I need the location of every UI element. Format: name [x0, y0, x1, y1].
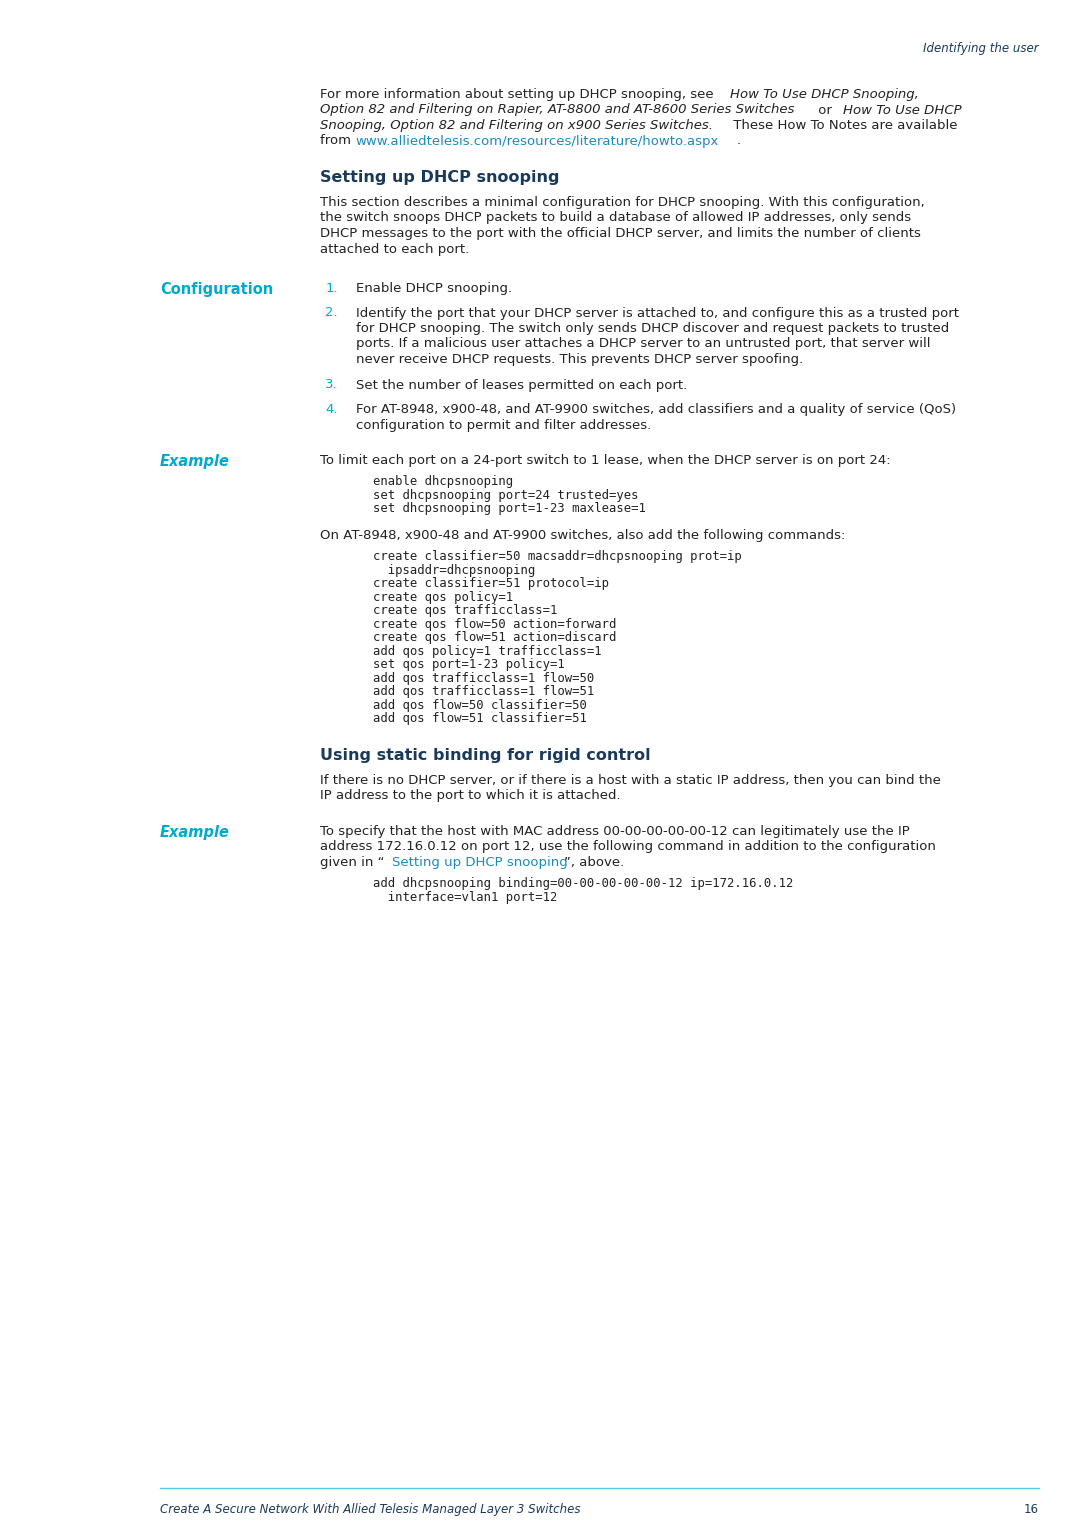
Text: Identify the port that your DHCP server is attached to, and configure this as a : Identify the port that your DHCP server … — [356, 307, 959, 319]
Text: Snooping, Option 82 and Filtering on x900 Series Switches.: Snooping, Option 82 and Filtering on x90… — [320, 119, 713, 131]
Text: add qos policy=1 trafficclass=1: add qos policy=1 trafficclass=1 — [373, 644, 602, 658]
Text: create qos flow=51 action=discard: create qos flow=51 action=discard — [373, 632, 616, 644]
Text: Using static binding for rigid control: Using static binding for rigid control — [320, 748, 650, 764]
Text: ipsaddr=dhcpsnooping: ipsaddr=dhcpsnooping — [373, 563, 535, 577]
Text: ports. If a malicious user attaches a DHCP server to an untrusted port, that ser: ports. If a malicious user attaches a DH… — [356, 337, 931, 351]
Text: set dhcpsnooping port=24 trusted=yes: set dhcpsnooping port=24 trusted=yes — [373, 489, 638, 502]
Text: interface=vlan1 port=12: interface=vlan1 port=12 — [373, 890, 557, 904]
Text: Create A Secure Network With Allied Telesis Managed Layer 3 Switches: Create A Secure Network With Allied Tele… — [160, 1503, 580, 1516]
Text: from: from — [320, 134, 355, 148]
Text: Identifying the user: Identifying the user — [923, 43, 1039, 55]
Text: add dhcpsnooping binding=00-00-00-00-00-12 ip=172.16.0.12: add dhcpsnooping binding=00-00-00-00-00-… — [373, 878, 793, 890]
Text: Setting up DHCP snooping: Setting up DHCP snooping — [320, 169, 559, 185]
Text: set dhcpsnooping port=1-23 maxlease=1: set dhcpsnooping port=1-23 maxlease=1 — [373, 502, 646, 516]
Text: add qos flow=50 classifier=50: add qos flow=50 classifier=50 — [373, 699, 586, 712]
Text: add qos trafficclass=1 flow=50: add qos trafficclass=1 flow=50 — [373, 672, 594, 686]
Text: To limit each port on a 24-port switch to 1 lease, when the DHCP server is on po: To limit each port on a 24-port switch t… — [320, 454, 890, 467]
Text: On AT-8948, x900-48 and AT-9900 switches, also add the following commands:: On AT-8948, x900-48 and AT-9900 switches… — [320, 528, 845, 542]
Text: create qos policy=1: create qos policy=1 — [373, 591, 513, 605]
Text: for DHCP snooping. The switch only sends DHCP discover and request packets to tr: for DHCP snooping. The switch only sends… — [356, 322, 949, 334]
Text: configuration to permit and filter addresses.: configuration to permit and filter addre… — [356, 418, 651, 432]
Text: This section describes a minimal configuration for DHCP snooping. With this conf: This section describes a minimal configu… — [320, 195, 924, 209]
Text: www.alliedtelesis.com/resources/literature/howto.aspx: www.alliedtelesis.com/resources/literatu… — [355, 134, 719, 148]
Text: 4.: 4. — [325, 403, 338, 415]
Text: .: . — [737, 134, 741, 148]
Text: the switch snoops DHCP packets to build a database of allowed IP addresses, only: the switch snoops DHCP packets to build … — [320, 212, 910, 224]
Text: set qos port=1-23 policy=1: set qos port=1-23 policy=1 — [373, 658, 565, 672]
Text: attached to each port.: attached to each port. — [320, 243, 469, 255]
Text: For more information about setting up DHCP snooping, see: For more information about setting up DH… — [320, 89, 717, 101]
Text: If there is no DHCP server, or if there is a host with a static IP address, then: If there is no DHCP server, or if there … — [320, 774, 941, 786]
Text: enable dhcpsnooping: enable dhcpsnooping — [373, 475, 513, 489]
Text: Example: Example — [160, 454, 230, 469]
Text: or: or — [814, 104, 836, 116]
Text: Set the number of leases permitted on each port.: Set the number of leases permitted on ea… — [356, 379, 688, 391]
Text: Setting up DHCP snooping: Setting up DHCP snooping — [392, 857, 567, 869]
Text: create classifier=51 protocol=ip: create classifier=51 protocol=ip — [373, 577, 609, 591]
Text: address 172.16.0.12 on port 12, use the following command in addition to the con: address 172.16.0.12 on port 12, use the … — [320, 840, 935, 854]
Text: How To Use DHCP Snooping,: How To Use DHCP Snooping, — [730, 89, 918, 101]
Text: How To Use DHCP: How To Use DHCP — [842, 104, 961, 116]
Text: 2.: 2. — [325, 307, 338, 319]
Text: Option 82 and Filtering on Rapier, AT-8800 and AT-8600 Series Switches: Option 82 and Filtering on Rapier, AT-88… — [320, 104, 794, 116]
Text: 3.: 3. — [325, 379, 338, 391]
Text: never receive DHCP requests. This prevents DHCP server spoofing.: never receive DHCP requests. This preven… — [356, 353, 804, 366]
Text: Enable DHCP snooping.: Enable DHCP snooping. — [356, 282, 513, 295]
Text: DHCP messages to the port with the official DHCP server, and limits the number o: DHCP messages to the port with the offic… — [320, 228, 920, 240]
Text: Example: Example — [160, 825, 230, 840]
Text: These How To Notes are available: These How To Notes are available — [729, 119, 958, 131]
Text: 1.: 1. — [325, 282, 338, 295]
Text: IP address to the port to which it is attached.: IP address to the port to which it is at… — [320, 789, 620, 803]
Text: Configuration: Configuration — [160, 282, 273, 296]
Text: create classifier=50 macsaddr=dhcpsnooping prot=ip: create classifier=50 macsaddr=dhcpsnoopi… — [373, 551, 741, 563]
Text: 16: 16 — [1024, 1503, 1039, 1516]
Text: ”, above.: ”, above. — [564, 857, 624, 869]
Text: given in “: given in “ — [320, 857, 384, 869]
Text: For AT-8948, x900-48, and AT-9900 switches, add classifiers and a quality of ser: For AT-8948, x900-48, and AT-9900 switch… — [356, 403, 957, 415]
Text: To specify that the host with MAC address 00-00-00-00-00-12 can legitimately use: To specify that the host with MAC addres… — [320, 825, 909, 838]
Text: add qos trafficclass=1 flow=51: add qos trafficclass=1 flow=51 — [373, 686, 594, 698]
Text: add qos flow=51 classifier=51: add qos flow=51 classifier=51 — [373, 713, 586, 725]
Text: create qos flow=50 action=forward: create qos flow=50 action=forward — [373, 618, 616, 631]
Text: create qos trafficclass=1: create qos trafficclass=1 — [373, 605, 557, 617]
